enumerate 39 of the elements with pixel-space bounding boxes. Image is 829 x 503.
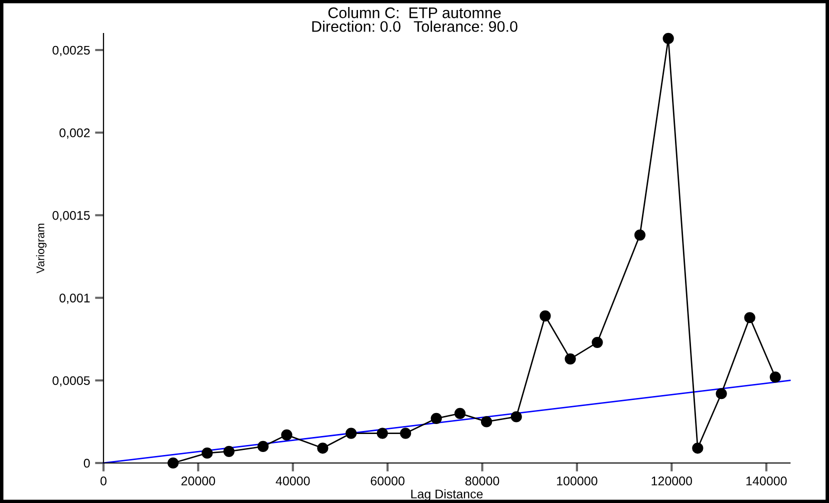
x-tick-label: 80000 (465, 476, 500, 486)
x-tick-label: 0 (100, 476, 106, 486)
y-tick-label: 0 (84, 458, 90, 468)
chart-title: Column C: ETP automne Direction: 0.0 Tolerance: 90.0 (312, 7, 518, 32)
point (168, 457, 179, 469)
point (510, 411, 522, 422)
point (592, 336, 603, 348)
x-tick-label: 20000 (181, 476, 216, 486)
point (281, 429, 292, 440)
point (692, 442, 704, 454)
y-tick-label: 0,001 (60, 294, 90, 304)
point (454, 408, 466, 419)
point (430, 412, 442, 424)
y-tick-label: 0,0015 (52, 211, 90, 222)
point (716, 388, 727, 400)
point (744, 312, 756, 324)
x-tick-label: 40000 (276, 476, 310, 486)
point (400, 428, 412, 439)
point (376, 428, 388, 439)
point (257, 440, 269, 452)
point (317, 442, 328, 454)
point (634, 229, 646, 241)
x-axis-title: Lag Distance (411, 489, 483, 501)
point (202, 448, 213, 459)
point (662, 32, 674, 44)
x-tick-label: 60000 (370, 476, 404, 486)
point (770, 372, 781, 383)
point (564, 353, 576, 364)
x-tick-label: 140000 (746, 476, 787, 486)
y-tick-label: 0,0025 (52, 46, 90, 56)
x-tick-label: 120000 (652, 476, 692, 486)
point (346, 428, 357, 439)
y-tick-label: 0,0005 (52, 376, 90, 387)
point (540, 310, 551, 322)
y-axis-title: Variogram (36, 224, 47, 274)
y-tick-label: 0,002 (60, 128, 90, 139)
point (223, 446, 235, 457)
x-tick-label: 100000 (557, 476, 598, 486)
point (480, 416, 492, 428)
